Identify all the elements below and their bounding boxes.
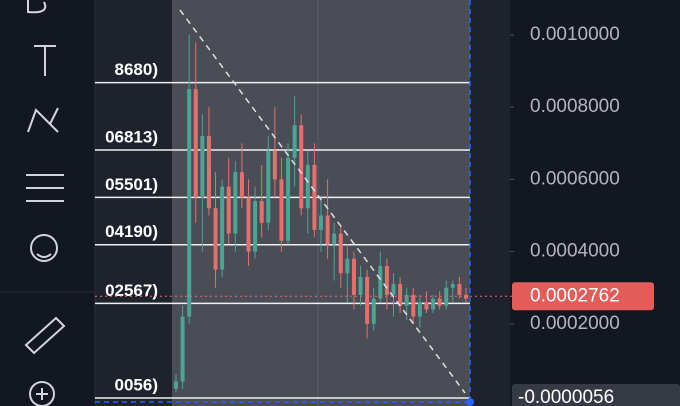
candle-body: [305, 164, 310, 209]
anchor-handle[interactable]: [466, 398, 474, 406]
price-axis: 0.0010000 0.0008000 0.0006000 0.0004000 0.00…: [95, 24, 680, 406]
candle-body: [174, 381, 178, 389]
candle-body: [266, 150, 271, 223]
zoom-plus: [36, 388, 48, 400]
candle-body: [200, 136, 205, 198]
candle-body: [220, 186, 225, 270]
price-label: 0.0008000: [530, 96, 620, 117]
fib-label: 06813): [105, 128, 158, 147]
candle-body: [272, 150, 277, 180]
price-label: 0.0004000: [530, 241, 620, 262]
candle-body: [213, 208, 218, 270]
candle-body: [206, 136, 211, 209]
candle-body: [325, 215, 330, 245]
candle-body: [345, 258, 350, 274]
candle-body: [299, 125, 304, 209]
axis-marker-box: [512, 384, 680, 406]
candle-body: [332, 233, 337, 245]
candle-body: [365, 276, 370, 324]
fib-label: 8680): [115, 60, 158, 79]
candle-body: [233, 172, 238, 234]
candle-body: [193, 89, 198, 198]
emoji-tool[interactable]: [30, 234, 58, 262]
candle-body: [371, 298, 376, 324]
fib-label: 02567): [105, 281, 158, 300]
candle-body: [384, 266, 389, 295]
pattern-tool[interactable]: [27, 107, 59, 133]
price-label: 0.0006000: [530, 168, 620, 189]
candle-body: [404, 294, 409, 306]
candle-body: [259, 201, 264, 223]
text-tool[interactable]: [34, 45, 56, 76]
fib-label: 04190): [105, 222, 158, 241]
candle-body: [226, 186, 231, 234]
curve-tool[interactable]: [27, 0, 47, 14]
zoom-tool[interactable]: [29, 381, 55, 406]
candle-body: [180, 316, 185, 382]
fib-label: 0056): [115, 376, 158, 395]
candle-body: [398, 284, 403, 306]
trend-line: [179, 9, 466, 394]
candle-body: [253, 201, 258, 252]
candle-body: [391, 284, 396, 295]
candle-body: [246, 197, 251, 252]
candle-body: [319, 215, 323, 230]
candle-body: [292, 125, 297, 158]
candle-body: [312, 164, 317, 230]
emoji-smile: [36, 253, 52, 258]
candle-body: [239, 172, 244, 198]
candle-body: [437, 298, 442, 306]
candle-body: [358, 276, 363, 295]
forecast-tool[interactable]: [26, 174, 64, 202]
candle-body: [338, 233, 343, 274]
candle-body: [187, 89, 192, 317]
ruler-tool[interactable]: [24, 316, 66, 355]
candle-body: [378, 266, 383, 299]
price-label: 0.0010000: [530, 24, 620, 45]
candle-body: [450, 284, 455, 288]
candle-body: [431, 298, 436, 310]
candle-body: [417, 302, 422, 317]
candle-body: [411, 294, 416, 317]
candle-body: [286, 157, 291, 241]
price-label: 0.0002000: [530, 313, 620, 334]
fib-label: 05501): [105, 175, 158, 194]
current-price-label: 0.0002762: [530, 285, 620, 306]
candle-body: [351, 258, 356, 295]
candle-body: [457, 284, 462, 295]
current-price-box: [512, 282, 654, 311]
candles: [174, 35, 468, 393]
axis-marker-label: -0.0000056: [518, 387, 614, 406]
candle-body: [424, 302, 429, 310]
toolbar: [24, 0, 66, 406]
candle-body: [279, 179, 284, 241]
